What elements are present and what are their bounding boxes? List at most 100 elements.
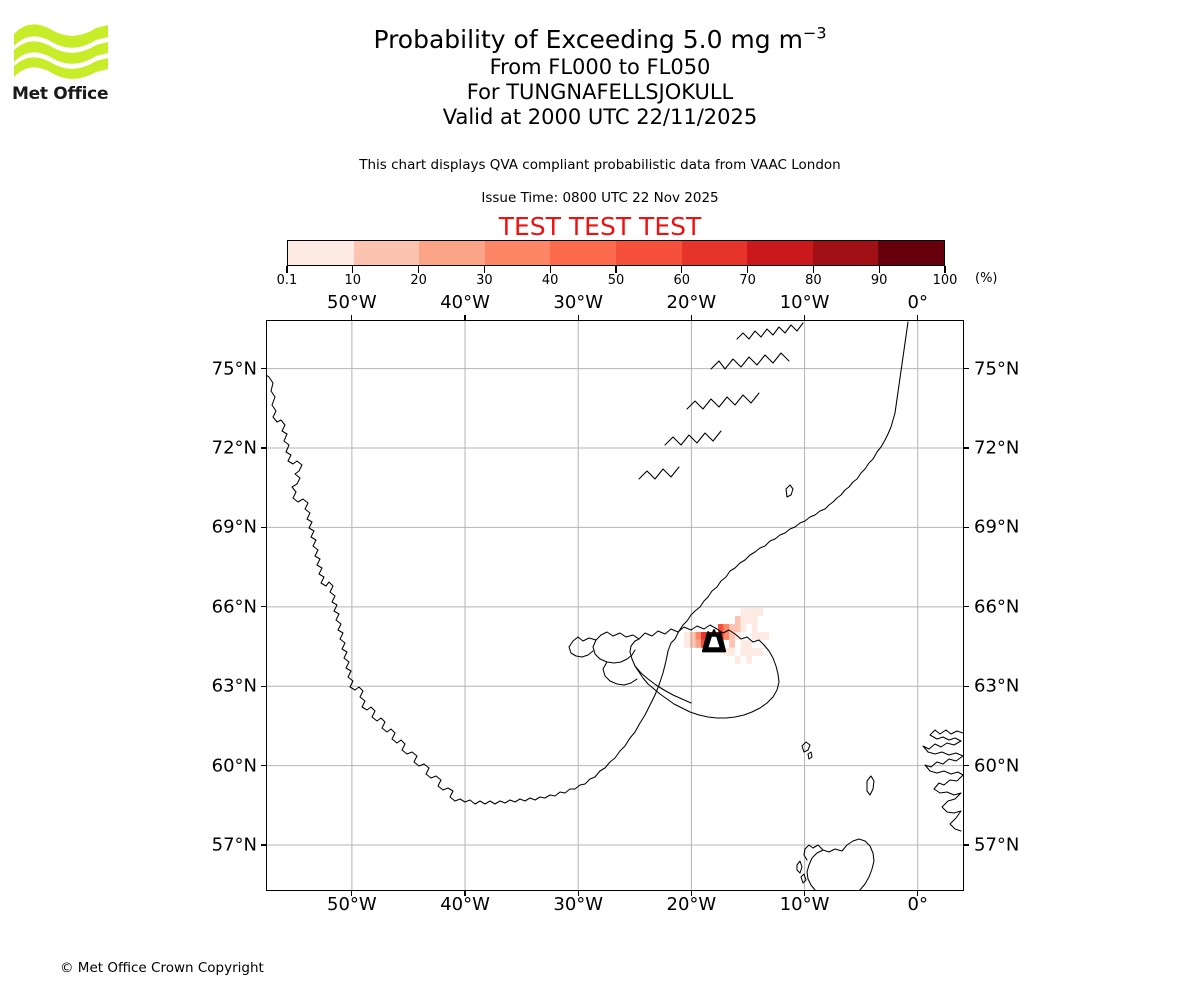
coastline-hebrides xyxy=(796,860,807,884)
probability-cell xyxy=(689,631,696,640)
volcano-marker-layer xyxy=(701,629,727,653)
colorbar-band xyxy=(288,241,354,265)
lat-tick-right xyxy=(964,685,969,687)
lat-axis-label-right: 60°N xyxy=(974,755,1020,777)
colorbar-gradient xyxy=(287,240,945,266)
lon-tick-top xyxy=(351,315,353,320)
lat-tick-left xyxy=(261,447,266,449)
lat-axis-label-right: 72°N xyxy=(974,437,1020,459)
probability-cell xyxy=(740,608,747,617)
met-office-logo: Met Office xyxy=(12,20,132,104)
coastline-norway xyxy=(922,729,963,832)
coastline-scotland xyxy=(803,838,875,890)
probability-cell xyxy=(701,631,707,640)
caption-test-watermark: TEST TEST TEST xyxy=(498,212,702,241)
probability-cell xyxy=(734,624,741,632)
colorbar-tick xyxy=(615,266,617,273)
colorbar-band xyxy=(747,241,813,265)
caption-issue-time: Issue Time: 0800 UTC 22 Nov 2025 xyxy=(481,190,719,206)
coastline-iceland-nw-peninsula xyxy=(592,631,640,664)
coastline-faroe-islands xyxy=(801,741,813,760)
caption-qva-compliance: This chart displays QVA compliant probab… xyxy=(359,157,841,173)
probability-colorbar: 0.1 10 20 30 40 50 60 70 80 90 100 xyxy=(277,240,957,288)
colorbar-tick xyxy=(747,266,749,273)
lon-axis-label-bottom: 20°W xyxy=(666,894,717,915)
colorbar-tick xyxy=(286,266,288,273)
lat-axis-label-left: 72°N xyxy=(211,437,257,459)
lon-axis-label-bottom: 10°W xyxy=(779,894,830,915)
colorbar-tick-label: 0.1 xyxy=(276,273,298,288)
map-gridlines xyxy=(267,321,963,890)
coastline-iceland-sw xyxy=(602,661,638,686)
colorbar-band xyxy=(615,241,682,265)
probability-cell xyxy=(740,647,747,656)
lon-axis-label-bottom: 0° xyxy=(907,894,928,915)
coastline-shetland xyxy=(866,775,875,796)
colorbar-tick-label: 10 xyxy=(344,273,362,288)
probability-cell xyxy=(757,608,764,617)
title-volcano-name: For TUNGNAFELLSJOKULL xyxy=(466,80,734,104)
probability-cell xyxy=(740,624,747,632)
coastline-iceland-south xyxy=(634,665,692,704)
colorbar-band xyxy=(353,241,420,265)
colorbar-tick-label: 50 xyxy=(607,273,625,288)
colorbar-tick-label: 80 xyxy=(805,273,822,288)
colorbar-tick-label: 70 xyxy=(739,273,756,288)
colorbar-tick-label: 60 xyxy=(673,273,691,288)
lat-tick-right xyxy=(964,606,969,608)
probability-cell xyxy=(740,639,747,648)
lat-axis-label-right: 75°N xyxy=(974,358,1020,380)
probability-cell xyxy=(734,616,741,625)
colorbar-tick xyxy=(352,266,354,273)
lat-axis-label-right: 69°N xyxy=(974,516,1020,538)
probability-cell xyxy=(723,631,730,640)
lat-tick-right xyxy=(964,368,969,370)
map-canvas xyxy=(267,321,963,890)
probability-cell xyxy=(684,639,690,648)
lon-tick-bottom xyxy=(690,891,692,896)
lat-tick-right xyxy=(964,844,969,846)
colorbar-band xyxy=(419,241,485,265)
probability-cell xyxy=(746,647,752,656)
probability-cell xyxy=(763,631,769,640)
probability-cell xyxy=(751,631,758,640)
lon-axis-label-top: 10°W xyxy=(779,292,830,313)
probability-cell xyxy=(757,647,764,656)
probability-cell xyxy=(729,624,735,632)
lon-tick-top xyxy=(577,315,579,320)
lon-tick-bottom xyxy=(464,891,466,896)
colorbar-band xyxy=(878,241,944,265)
lon-axis-label-bottom: 30°W xyxy=(553,894,604,915)
colorbar-tick xyxy=(878,266,880,273)
lat-tick-left xyxy=(261,765,266,767)
probability-cell xyxy=(729,631,735,640)
colorbar-unit-label: (%) xyxy=(975,271,998,286)
colorbar-tick-label: 40 xyxy=(541,273,559,288)
colorbar-tick xyxy=(418,266,420,273)
probability-cell xyxy=(757,631,764,640)
coastline-iceland xyxy=(629,624,780,719)
probability-cell xyxy=(746,616,752,625)
probability-cell xyxy=(684,631,690,640)
colorbar-tick xyxy=(944,266,946,273)
lat-axis-label-left: 57°N xyxy=(211,834,257,856)
lon-axis-label-bottom: 40°W xyxy=(440,894,490,915)
lon-tick-bottom xyxy=(351,891,353,896)
probability-cell xyxy=(695,631,702,640)
probability-cell xyxy=(746,608,752,617)
map-plot-area[interactable] xyxy=(266,320,964,891)
lat-tick-right xyxy=(964,526,969,528)
lat-axis-label-left: 66°N xyxy=(211,596,257,618)
probability-cell xyxy=(751,647,758,656)
colorbar-tick xyxy=(483,266,485,273)
lat-tick-left xyxy=(261,844,266,846)
colorbar-tick-labels: 0.1 10 20 30 40 50 60 70 80 90 100 xyxy=(277,273,958,291)
lat-tick-right xyxy=(964,765,969,767)
lon-tick-top xyxy=(690,315,692,320)
probability-cell xyxy=(689,639,696,648)
lon-tick-top xyxy=(803,315,806,320)
lon-tick-bottom xyxy=(917,891,919,896)
lat-tick-right xyxy=(964,447,969,449)
colorbar-tickmarks xyxy=(286,266,946,273)
probability-cell xyxy=(746,639,752,648)
